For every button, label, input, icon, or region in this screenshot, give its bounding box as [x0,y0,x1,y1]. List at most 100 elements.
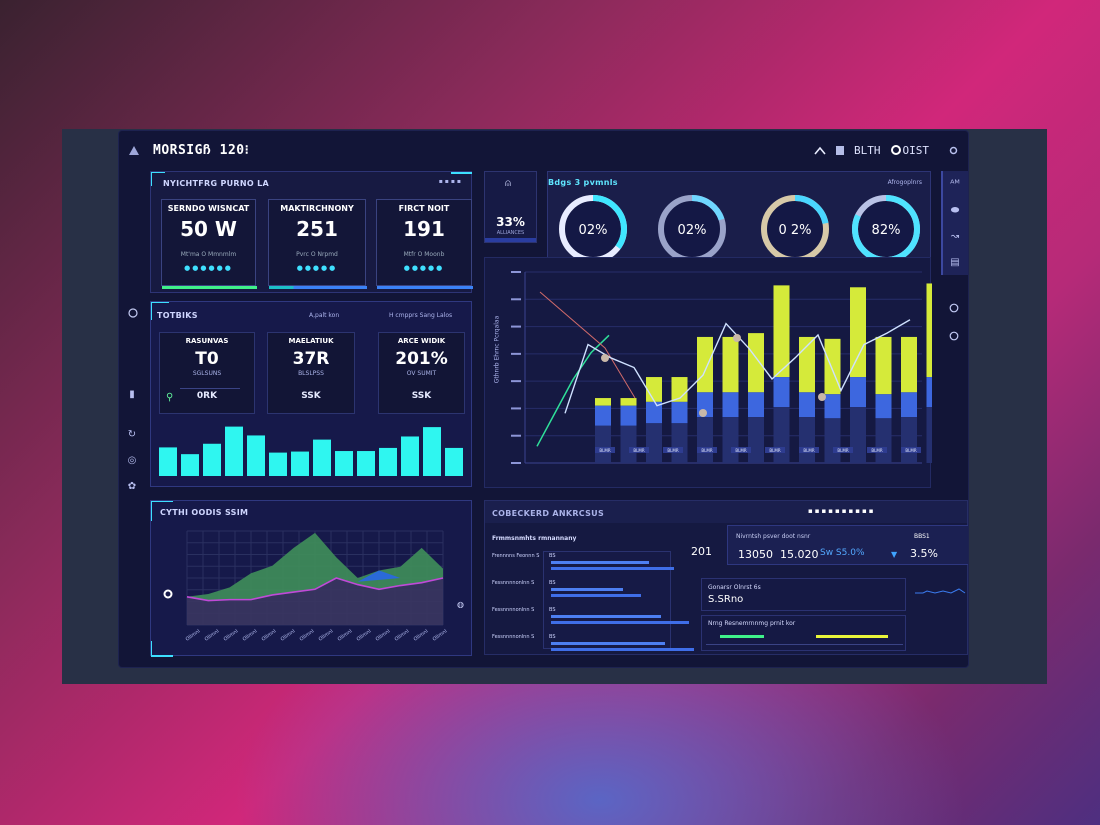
globe-icon[interactable]: ◎ [127,454,137,466]
chart-icon[interactable]: ▮ [129,388,135,400]
bar-mid-segment [901,392,917,418]
table-row[interactable]: Fessnnnnonlnn S BS [485,606,727,626]
refresh-icon[interactable]: ↻ [127,428,137,440]
metric-bar [291,451,309,476]
kpi-card-2[interactable]: MAKTIRCHNONY 251 Pvrc O Nrpmd ●●●●● [268,199,367,289]
bar-mid-segment [646,401,662,424]
area-line [186,577,444,602]
header-label: BLTH [854,143,881,157]
bar-top-segment [646,377,662,402]
metrics-panel-subtitle: A,palt kon [309,312,340,319]
donut-arc [559,195,627,263]
rail-link-icon[interactable]: ↝ [950,230,960,242]
metric-card-value: 37R [292,349,330,369]
area-x-label: Ollmnl [299,628,316,642]
gear-icon[interactable]: ✿ [127,480,137,492]
line-marker [818,393,826,401]
bar-mid-segment [773,377,790,408]
metric-card-label: RASUNVAS [185,337,229,345]
metric-card-foot: SSK [301,391,321,401]
donut-panel: Bdgs 3 pvmnls Afrogoplnrs 02% 02% 0 2% 82% [547,171,931,274]
table-row-bar [551,615,662,618]
trend-line [536,334,610,447]
metric-card-3[interactable]: ARCE WIDIK 201% OV SUMIT SSK [378,332,465,414]
donut-panel-right-title: Afrogoplnrs [887,179,922,186]
bar-label: BLMR [667,448,678,453]
rail-letter-icon[interactable]: ᴬᴹ [950,178,960,190]
table-row-bar [551,561,650,564]
metric-bar [313,439,331,476]
kpi-card-value: 50 W [180,217,237,241]
center-badge-value: 33% [496,215,525,229]
bar-top-segment [748,333,764,393]
left-toggle-icon[interactable] [127,307,139,319]
table-row[interactable]: Fessnnnnonlnn S BS [485,633,727,653]
bar-label-chip [901,447,921,453]
metric-bar [159,447,177,476]
bar-label-chip [595,447,615,453]
center-badge[interactable]: ⍝ 33% ALLIANCES [484,171,537,243]
top-bar: MORSIGჩ 120⁝ BLTH OIST [119,131,968,169]
metric-card-label: MAELATIUK [288,337,334,345]
bar-base-segment [697,417,713,463]
table-panel: COBECKERD ANKRCSUS ▪▪▪▪▪▪▪▪▪▪ Frmmsnmhts… [484,500,968,655]
kpi-panel-dots: ▪▪▪▪ [438,178,463,185]
area-upper [187,532,443,601]
area-panel-title: CYTHI OODIS SSIM [160,508,249,517]
summary-right-value: 3.5% [910,547,938,560]
mini-stat-box[interactable]: Gonarsr Olnrst 6s S.SRno [701,578,906,611]
metric-card-2[interactable]: MAELATIUK 37R BLSLPSS SSK [267,332,355,414]
metric-card-1[interactable]: RASUNVAS T0 SGLSUNS 0RK ⚲ [159,332,255,414]
right-rail [941,171,968,275]
rail-doc-icon[interactable]: ▤ [950,256,960,268]
summary-box[interactable]: Nivrntsh psver doot nsnr 13050 15.020 Sw… [727,525,968,565]
bar-base-segment [850,407,866,463]
kpi-card-3[interactable]: FIRCT NOIT 191 Mtfr O Moonb ●●●●● [376,199,473,289]
home-icon[interactable] [129,145,139,155]
rail-circle-icon-2[interactable] [948,330,960,342]
mini-sparkline [915,588,966,594]
kpi-card-dots: ●●●●● [403,264,445,272]
record-icon[interactable] [890,145,901,155]
progress-box[interactable]: Nrng Resnemrnnmg prnit kor [701,615,906,651]
area-x-label: Ollmnl [280,628,297,642]
settings-icon[interactable] [949,146,958,155]
bar-top-segment [697,336,713,393]
rail-tag-icon[interactable]: ⬬ [950,204,960,216]
area-x-label: Ollmnl [432,628,449,642]
bar-mid-segment [722,392,739,418]
area-left-icon[interactable] [163,584,173,603]
table-row-prefix: BS [549,580,556,586]
metric-card-label: ARCE WIDIK [397,337,446,345]
bar-mid-segment [620,405,637,426]
table-row[interactable]: Frennnns Feonnn S BS [485,552,727,572]
donut-arc [761,195,829,263]
bar-label: BLMR [701,448,712,453]
metric-bar [379,447,397,476]
metric-card-foot: SSK [411,391,432,401]
bar-base-segment [620,425,637,463]
table-count: 201 [691,545,712,558]
area-x-label: Ollmnl [318,628,335,642]
metric-card-sub: SGLSUNS [192,370,222,377]
metric-card-foot: 0RK [196,391,218,401]
area-x-label: Ollmnl [337,628,354,642]
chevron-up-icon[interactable] [814,146,826,155]
bar-label: BLMR [803,448,814,453]
rail-circle-icon[interactable] [948,302,960,314]
user-icon: ⍝ [505,178,511,189]
progress-box-title: Nrng Resnemrnnmg prnit kor [708,620,796,627]
kpi-card-label: FIRCT NOIT [398,204,450,213]
table-row[interactable]: Fessnnnnonlnn S BS [485,579,727,599]
metrics-bar-chart [159,426,463,476]
metric-card-divider [180,388,240,389]
table-row-bar-2 [551,648,694,651]
bar-mid-segment [671,401,688,424]
kpi-card-1[interactable]: SERNDO WISNCAT 50 W Mt'ma O Mmnmlm ●●●●●… [161,199,257,289]
area-right-icon[interactable]: ◍ [457,600,464,609]
center-badge-sub: ALLIANCES [496,230,525,236]
line-marker [733,334,741,342]
summary-title: Nivrntsh psver doot nsnr [736,533,811,540]
table-row-label: Fessnnnnonlnn S [492,580,535,586]
area-x-label: Ollmnl [185,628,202,642]
